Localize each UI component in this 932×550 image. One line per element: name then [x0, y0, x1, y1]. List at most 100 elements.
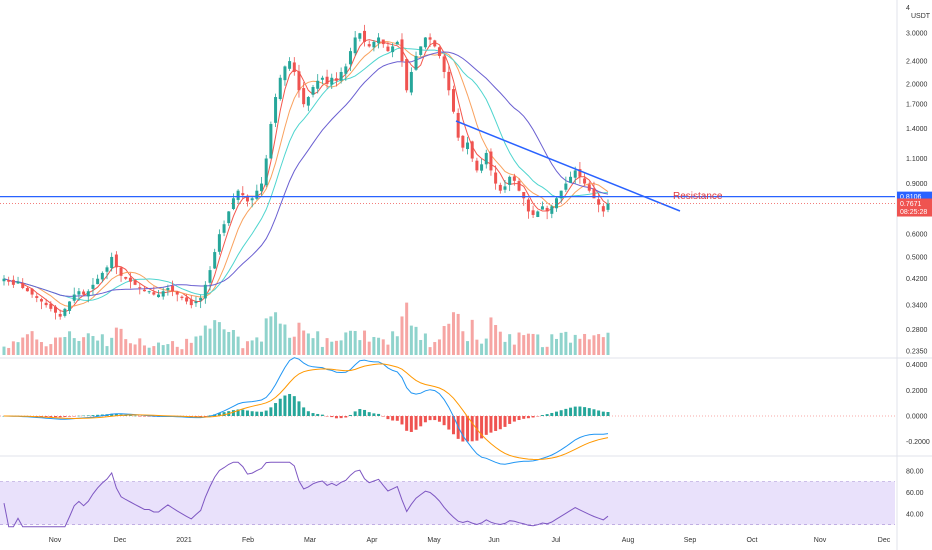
- countdown-label: 08:25:28: [900, 209, 927, 216]
- macd-histogram-bar: [334, 416, 338, 419]
- candle-body: [320, 77, 324, 80]
- price-tick-label: 1.1000: [906, 156, 928, 163]
- date-tick-label: Apr: [367, 537, 379, 544]
- macd-histogram-bar: [587, 408, 591, 416]
- macd-histogram-bar: [367, 412, 371, 416]
- last-price-label: 0.7671: [900, 201, 922, 208]
- volume-bar: [7, 347, 11, 355]
- candle-body: [231, 198, 235, 210]
- volume-bar: [39, 342, 43, 355]
- macd-histogram-bar: [320, 414, 324, 416]
- volume-bar: [391, 331, 395, 355]
- volume-bar: [21, 337, 25, 355]
- macd-histogram-bar: [353, 411, 357, 416]
- macd-histogram-bar: [391, 416, 395, 421]
- resistance-price-label: 0.8106: [900, 194, 922, 201]
- candle-body: [25, 288, 29, 292]
- candle-body: [180, 296, 184, 298]
- volume-bar: [274, 312, 278, 355]
- macd-histogram-bar: [260, 411, 264, 416]
- volume-bar: [344, 332, 348, 355]
- macd-histogram-bar: [494, 416, 498, 431]
- candle-body: [157, 294, 161, 298]
- candle-body: [2, 278, 6, 282]
- volume-bar: [367, 341, 371, 355]
- macd-histogram-bar: [428, 416, 432, 421]
- macd-signal-line: [4, 363, 609, 461]
- candle-body: [77, 291, 81, 295]
- volume-bar: [606, 332, 610, 355]
- volume-bar: [128, 343, 132, 355]
- candle-body: [241, 193, 245, 196]
- volume-bar: [58, 337, 62, 355]
- volume-bar: [564, 331, 568, 355]
- candle-body: [470, 141, 474, 159]
- candle-body: [128, 277, 132, 282]
- macd-histogram-bar: [133, 415, 137, 417]
- macd-histogram-bar: [606, 412, 610, 416]
- candle-body: [39, 299, 43, 302]
- volume-bar: [456, 313, 460, 355]
- candle-body: [255, 190, 259, 199]
- volume-bar: [597, 334, 601, 355]
- price-top-label: 4: [906, 5, 910, 12]
- volume-bar: [255, 337, 259, 355]
- candle-body: [288, 61, 292, 69]
- macd-histogram-bar: [236, 409, 240, 416]
- price-tick-label: 0.2800: [906, 327, 928, 334]
- macd-histogram-bar: [512, 416, 516, 422]
- candle-body: [367, 44, 371, 47]
- macd-line: [3, 357, 609, 465]
- volume-bar: [554, 338, 558, 355]
- candle-body: [260, 183, 264, 192]
- macd-histogram-bar: [44, 416, 48, 418]
- macd-histogram-bar: [142, 416, 146, 417]
- volume-bar: [227, 331, 231, 355]
- macd-histogram-bar: [292, 396, 296, 416]
- candle-body: [573, 170, 577, 178]
- descending-trendline: [455, 120, 681, 212]
- candle-body: [203, 284, 207, 299]
- volume-bar: [489, 317, 493, 355]
- volume-bar: [320, 346, 324, 355]
- macd-histogram-bar: [274, 403, 278, 416]
- volume-bar: [96, 340, 100, 355]
- candle-body: [124, 276, 128, 279]
- price-tick-label: 0.4200: [906, 276, 928, 283]
- macd-histogram-bar: [283, 395, 287, 416]
- candle-body: [105, 267, 109, 272]
- candle-body: [489, 151, 493, 171]
- macd-histogram-bar: [203, 416, 207, 417]
- candle-body: [7, 280, 11, 282]
- macd-histogram-bar: [601, 411, 605, 416]
- macd-histogram-bar: [573, 406, 577, 416]
- macd-histogram-bar: [564, 408, 568, 416]
- volume-bar: [395, 336, 399, 355]
- macd-histogram-bar: [231, 410, 235, 416]
- candle-body: [161, 291, 165, 297]
- volume-bar: [372, 336, 376, 355]
- volume-bar: [138, 338, 142, 355]
- volume-bar: [269, 316, 273, 355]
- macd-histogram-bar: [526, 416, 530, 419]
- candle-body: [512, 176, 516, 181]
- candle-body: [597, 199, 601, 205]
- price-tick-label: 0.6000: [906, 232, 928, 239]
- candle-body: [536, 211, 540, 217]
- volume-bar: [540, 347, 544, 355]
- rsi-line: [3, 461, 609, 528]
- macd-histogram-bar: [63, 416, 67, 417]
- volume-bar: [189, 342, 193, 355]
- candle-body: [311, 87, 315, 95]
- macd-histogram-bar: [194, 416, 198, 417]
- macd-histogram-bar: [199, 416, 203, 417]
- volume-bar: [536, 334, 540, 355]
- volume-bar: [587, 339, 591, 355]
- volume-bar: [419, 339, 423, 355]
- volume-bar: [302, 330, 306, 355]
- macd-histogram-bar: [245, 410, 249, 416]
- candle-body: [498, 184, 502, 191]
- volume-bar: [545, 346, 549, 355]
- volume-bar: [405, 302, 409, 355]
